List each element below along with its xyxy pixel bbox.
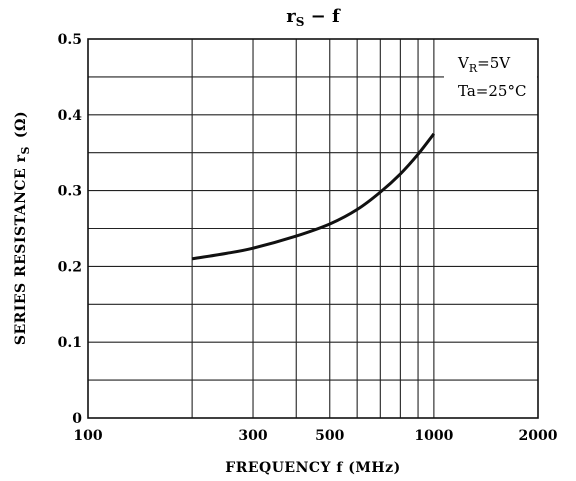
condition-box: VR=5V Ta=25°C xyxy=(444,40,537,110)
grid-lines xyxy=(88,39,538,418)
x-axis-label: FREQUENCY f (MHz) xyxy=(225,460,400,476)
x-tick-label: 100 xyxy=(73,428,102,444)
y-tick-label: 0.2 xyxy=(58,259,82,275)
series-line xyxy=(191,132,436,261)
y-tick-label: 0.1 xyxy=(58,335,82,351)
y-tick-label: 0 xyxy=(72,411,82,427)
x-tick-labels: 100 300 500 1000 2000 xyxy=(73,428,557,444)
plot-frame xyxy=(87,38,539,419)
x-tick-label: 300 xyxy=(238,428,267,444)
y-tick-label: 0.4 xyxy=(58,108,83,124)
x-tick-label: 1000 xyxy=(414,428,453,444)
chart-title: rS − f xyxy=(286,6,341,29)
condition-ta: Ta=25°C xyxy=(458,82,526,100)
y-axis-label: SERIES RESISTANCE rS(Ω) xyxy=(13,111,32,345)
y-tick-labels: 0 0.1 0.2 0.3 0.4 0.5 xyxy=(58,32,83,427)
y-tick-label: 0.3 xyxy=(58,184,82,200)
x-tick-label: 2000 xyxy=(519,428,558,444)
x-tick-label: 500 xyxy=(315,428,344,444)
condition-vr: VR=5V xyxy=(457,54,511,75)
y-tick-label: 0.5 xyxy=(58,32,82,48)
